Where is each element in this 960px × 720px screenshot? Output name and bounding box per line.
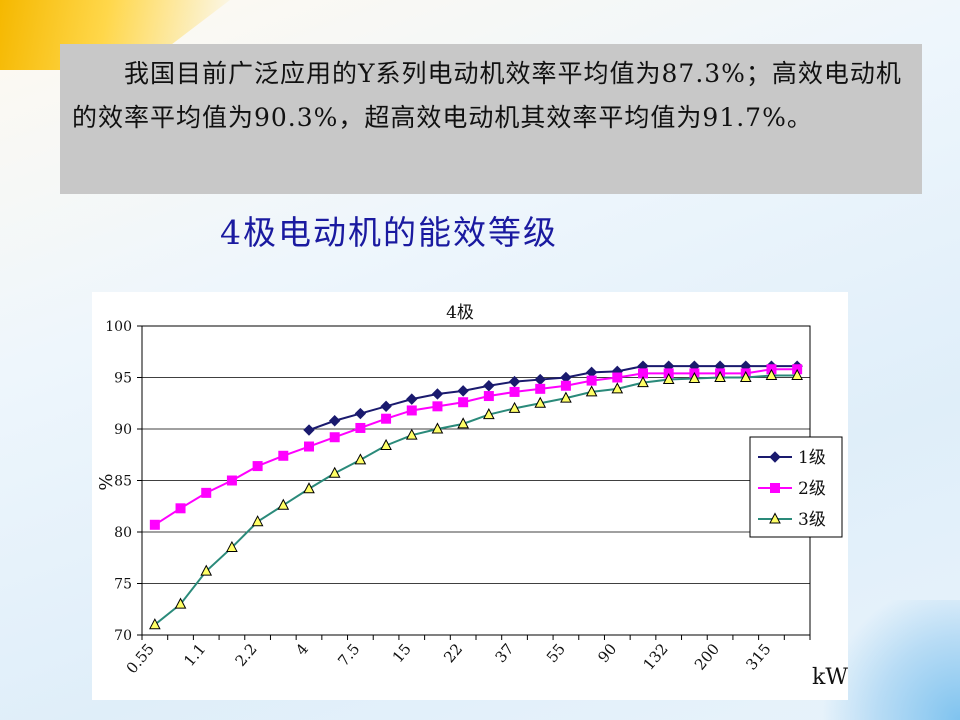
x-tick-label: 0.55 <box>123 640 158 677</box>
y-tick-label: 75 <box>114 577 132 593</box>
data-point-triangle <box>174 597 187 609</box>
data-point-triangle <box>405 428 418 440</box>
data-point-triangle <box>380 438 392 450</box>
data-point-triangle <box>688 371 701 384</box>
data-point-triangle <box>611 382 624 394</box>
chart-title: 4极 <box>446 303 474 323</box>
legend-label: 1级 <box>798 448 826 468</box>
data-point-square <box>149 519 160 530</box>
x-tick-label: 90 <box>594 640 620 666</box>
data-point-square <box>252 461 263 472</box>
data-point-diamond <box>303 424 315 436</box>
data-point-square <box>458 397 469 408</box>
y-tick-label: 70 <box>114 628 132 644</box>
x-axis-label: kW <box>812 665 848 690</box>
data-point-triangle <box>431 422 444 434</box>
y-axis-label: % <box>96 473 117 490</box>
data-point-square <box>770 483 780 493</box>
data-point-triangle <box>251 515 264 527</box>
x-tick-label: 22 <box>440 640 466 666</box>
data-point-triangle <box>637 376 649 388</box>
legend-item: 2级 <box>758 479 826 499</box>
data-point-triangle <box>354 453 367 465</box>
x-tick-label: 4 <box>292 640 312 659</box>
data-point-square <box>355 422 366 433</box>
series-3 <box>149 368 803 630</box>
slide-subtitle: 4极电动机的能效等级 <box>220 213 558 252</box>
x-tick-label: 55 <box>543 640 569 666</box>
x-tick-label: 7.5 <box>334 640 363 670</box>
data-point-square <box>586 375 597 386</box>
data-point-triangle <box>560 391 572 403</box>
x-tick-label: 15 <box>389 640 415 666</box>
data-point-triangle <box>303 482 315 494</box>
data-point-triangle <box>765 368 778 380</box>
data-point-diamond <box>769 451 781 463</box>
data-point-diamond <box>457 385 469 397</box>
data-point-square <box>175 503 186 514</box>
y-tick-label: 95 <box>114 371 132 387</box>
data-point-triangle <box>769 512 781 524</box>
data-point-triangle <box>149 618 161 630</box>
data-point-square <box>432 401 443 412</box>
data-point-triangle <box>508 401 521 413</box>
y-tick-label: 90 <box>114 422 132 438</box>
data-point-square <box>406 405 417 416</box>
data-point-diamond <box>508 375 521 388</box>
y-tick-label: 85 <box>114 474 132 490</box>
y-tick-label: 80 <box>114 525 132 541</box>
data-point-square <box>535 383 546 394</box>
x-tick-label: 132 <box>640 640 672 674</box>
data-point-triangle <box>585 385 598 397</box>
x-tick-label: 315 <box>742 640 774 674</box>
data-point-triangle <box>739 370 752 382</box>
data-point-diamond <box>406 393 418 405</box>
legend-item: 1级 <box>758 448 826 468</box>
x-tick-label: 2.2 <box>232 640 261 670</box>
summary-text-box: 我国目前广泛应用的Y系列电动机效率平均值为87.3%；高效电动机的效率平均值为9… <box>60 44 922 194</box>
data-point-diamond <box>431 388 444 400</box>
data-point-square <box>201 487 212 498</box>
data-point-diamond <box>354 407 367 420</box>
data-point-square <box>483 391 494 402</box>
x-tick-label: 37 <box>492 640 518 666</box>
chart-panel: 4极 % kW 100 95 90 85 80 75 70 0.55 1.1 2.2 4 7.5 15 2… <box>92 292 848 700</box>
data-point-triangle <box>457 417 469 429</box>
x-tick-label: 1.1 <box>180 640 209 670</box>
x-tick-label: 200 <box>691 640 723 674</box>
y-tick-label: 100 <box>105 319 132 335</box>
efficiency-line-chart: 4极 % kW 100 95 90 85 80 75 700.55 1.1 2.2 4 7.5 15 2… <box>96 303 848 690</box>
data-point-square <box>304 441 314 452</box>
data-point-square <box>226 475 237 486</box>
data-point-triangle <box>226 540 238 552</box>
data-point-triangle <box>483 408 495 420</box>
data-point-square <box>329 432 340 443</box>
data-point-triangle <box>277 498 290 510</box>
data-point-diamond <box>328 415 341 427</box>
data-point-triangle <box>534 396 547 408</box>
data-point-diamond <box>380 400 392 413</box>
legend-label: 3级 <box>798 510 826 530</box>
data-point-square <box>612 372 623 383</box>
data-point-triangle <box>791 368 803 380</box>
data-point-triangle <box>714 370 726 382</box>
series-line <box>154 374 798 626</box>
data-point-square <box>509 386 520 397</box>
data-point-triangle <box>662 372 675 385</box>
legend-label: 2级 <box>798 479 826 499</box>
data-point-diamond <box>483 380 495 392</box>
data-point-square <box>381 413 392 424</box>
data-point-square <box>278 450 289 461</box>
data-point-triangle <box>328 466 341 478</box>
summary-paragraph: 我国目前广泛应用的Y系列电动机效率平均值为87.3%；高效电动机的效率平均值为9… <box>72 59 902 132</box>
legend-item: 3级 <box>758 510 826 530</box>
data-point-square <box>560 380 571 391</box>
data-point-triangle <box>200 564 213 576</box>
